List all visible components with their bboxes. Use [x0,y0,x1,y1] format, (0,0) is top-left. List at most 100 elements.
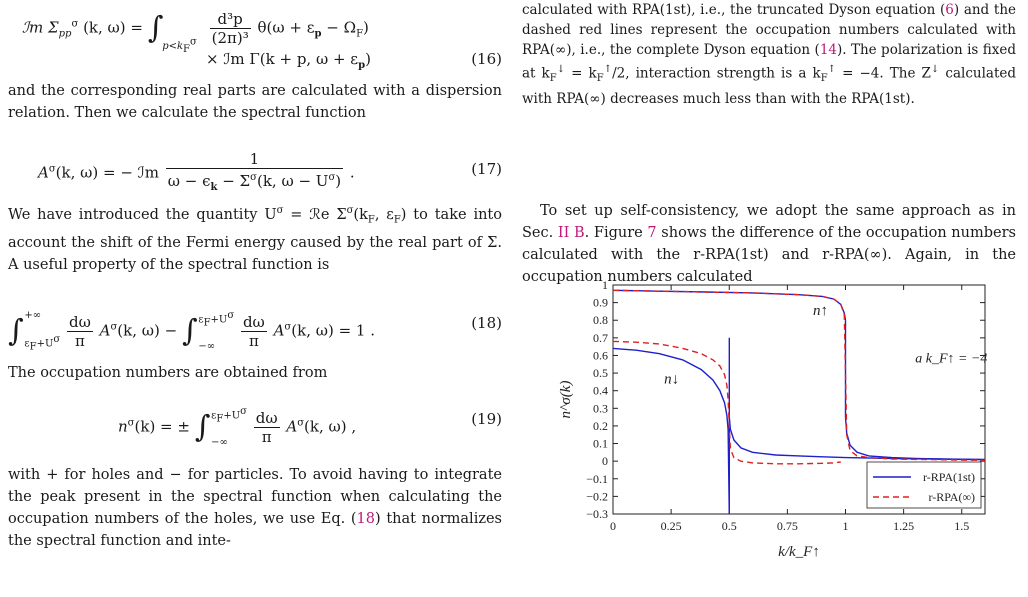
occupation-number-chart: 1 0.9 0.8 0.7 0.6 0.5 0.4 0.3 0.2 0.1 0 −0.1 −0.2 −0.… [558,280,987,560]
caption-b: ) and the dashed red lines represent the… [522,2,1016,58]
eq16-lhs: ℐm Σ [22,18,59,37]
eq17-den-end: (k, ω − U [256,172,329,190]
eq19-upper-end: +U [223,410,241,422]
eq18-frac-den: π [74,332,85,351]
eq16-line2: × ℐm Γ(k + p, ω + ε [206,50,359,68]
figure-ref-link[interactable]: 7 [647,225,657,241]
paragraph-4: with + for holes and − for particles. To… [8,464,502,552]
eq17-number: (17) [471,160,502,178]
eq19-rhs: A [286,417,298,436]
eq19-limits: εF+Uσ −∞ [211,400,247,455]
y-tick-label: 1 [602,280,608,292]
eq18-int2-upper-sub: F [203,317,211,329]
eq19-lhs: n [118,417,128,436]
para2-b: = ℛe Σ [283,206,347,223]
y-tick-label: 0 [602,454,608,468]
eq18-int1-lower: ε [24,338,30,350]
eq19-upper: ε [211,410,217,422]
eq16-sup: σ [71,18,79,30]
equation-ref-link[interactable]: 6 [945,2,954,18]
para2-sup: σ [276,205,284,216]
y-tick-label: 0.2 [593,419,608,433]
eq18-frac2-den: π [248,332,259,351]
caption-e: /2, interaction strength is a k [612,65,821,82]
eq19-upper-sup: σ [240,406,247,417]
eq19-rhs-sup: σ [297,417,305,429]
eq16-theta: θ(ω + ε [257,18,315,37]
eq17-lhs-sup: σ [48,163,56,175]
para2-sub2: F [393,214,401,226]
eq16-fraction: d³p (2π)³ [209,10,251,47]
eq18-int1-limits: +∞ εF+Uσ [24,304,60,359]
eq18-fraction-2: dω π [240,313,267,351]
integral-sign-2: ∫ [181,313,198,349]
equation-ref-link[interactable]: 14 [819,42,837,58]
eq18-int1-lower-sub: F [29,341,37,353]
para2-e: ) to take into account the shift of the … [8,206,502,273]
eq16-int-lower-sub: F [183,43,190,55]
annotation-interaction: a k_F↑ = −4 [915,352,987,367]
eq17-period: . [349,163,355,182]
legend-box [866,461,982,509]
caption-a: calculated with RPA(1st), i.e., the trun… [522,2,946,18]
section-ref-link[interactable]: II B [557,225,585,241]
y-tick-label: 0.8 [593,313,608,327]
equation-ref-link[interactable]: 18 [356,511,375,527]
x-tick-label: 1.25 [893,519,914,533]
equation-19: nσ(k) = ± ∫ εF+Uσ −∞ dω π Aσ(k, ω) , (19… [8,392,502,450]
caption-f-sup: ↓ [930,64,940,75]
y-tick-label: 0.3 [593,401,608,415]
para2-d: , ε [374,206,394,223]
eq16-line2-end: ) [365,50,371,68]
eq16-theta-mid: − Ω [326,18,357,37]
eq17-den-close: ) [335,172,342,190]
eq19-args: (k) = ± [134,417,190,436]
eq17-den-mid: − Σ [222,172,251,190]
series-line-rpa-inf [612,289,986,461]
caption-d-sup: ↑ [603,64,613,75]
para5-b: . Figure [584,225,648,241]
x-tick-label: 1.5 [954,519,969,533]
eq16-frac-den: (2π)³ [211,29,249,47]
eq16-args: (k, ω) = [83,18,143,37]
eq16-frac-num: d³p [209,10,251,29]
eq16-theta-sub2: F [356,28,364,40]
eq18-int1-lower-end: +U [36,338,54,350]
eq18-end-tail: (k, ω) = 1 . [291,321,375,340]
eq18-number: (18) [471,314,502,332]
equation-16: ℐm Σppσ (k, ω) = ∫ p<kFσ d³p (2π)³ θ(ω +… [8,4,502,78]
caption-e-sup: ↑ [827,64,837,75]
y-tick-label: −0.3 [586,507,608,521]
paragraph-2: We have introduced the quantity Uσ = ℛe … [8,200,502,276]
eq18-frac-num: dω [66,313,93,333]
series-line-rpa-1st [844,417,986,461]
para2-c: (k [353,206,368,223]
caption-c-sub: F [549,73,557,85]
eq18-fraction-1: dω π [66,313,93,351]
eq17-num: 1 [165,150,344,169]
y-tick-label: 0.9 [593,296,608,310]
x-tick-label: 0 [610,519,616,533]
legend-label: r-RPA(∞) [928,490,975,504]
eq16-number: (16) [471,50,502,68]
para4-b: ) that normalizes the spectral function … [8,511,502,549]
paragraph-1: and the corresponding real parts are cal… [8,83,502,121]
eq16-int-lower-sup: σ [189,36,197,48]
eq18-mid-sup: σ [110,321,118,333]
caption-c: ). The polarization is fixed at k [522,42,1016,82]
eq18-int2-lower: −∞ [198,341,216,353]
eq16-sub: pp [58,28,72,40]
eq17-lhs: A [38,163,49,182]
eq17-den-sup: σ [250,172,257,183]
para5-a: To set up self-consistency, we adopt the… [522,203,1016,241]
caption-c-sup: ↓ [556,64,566,75]
figure-caption: calculated with RPA(1st), i.e., the trun… [522,0,1016,109]
para2-sup2: σ [346,205,354,216]
y-tick-label: 0.1 [593,437,608,451]
series-line-rpa-1st [612,289,847,321]
para5-c: shows the difference of the occupation n… [522,225,1016,285]
series-line-rpa-1st [728,417,986,461]
eq19-lower: −∞ [211,437,228,449]
integral-sign: ∫ [194,409,211,445]
equation-18: ∫ +∞ εF+Uσ dω π Aσ(k, ω) − ∫ εF+Uσ −∞ dω… [8,296,502,354]
